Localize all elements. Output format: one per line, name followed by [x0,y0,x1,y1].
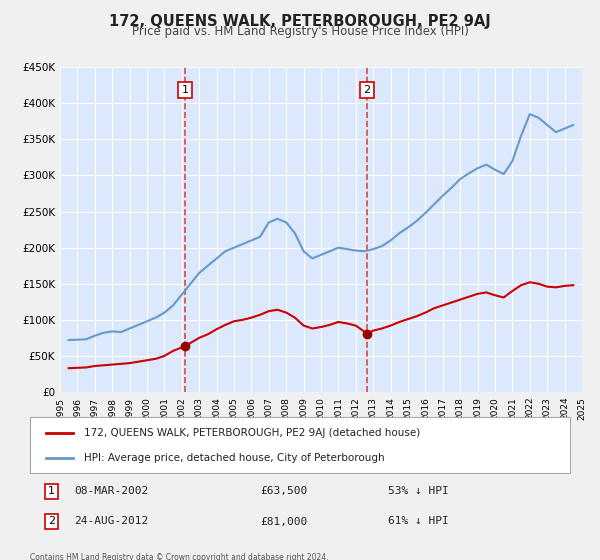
Text: 08-MAR-2002: 08-MAR-2002 [74,487,148,496]
Text: 172, QUEENS WALK, PETERBOROUGH, PE2 9AJ: 172, QUEENS WALK, PETERBOROUGH, PE2 9AJ [109,14,491,29]
Text: 2: 2 [364,85,371,95]
Text: Contains HM Land Registry data © Crown copyright and database right 2024.
This d: Contains HM Land Registry data © Crown c… [30,553,329,560]
Text: 1: 1 [48,487,55,496]
Text: Price paid vs. HM Land Registry's House Price Index (HPI): Price paid vs. HM Land Registry's House … [131,25,469,38]
Text: 24-AUG-2012: 24-AUG-2012 [74,516,148,526]
Text: 2: 2 [48,516,55,526]
Text: 1: 1 [182,85,188,95]
Text: 53% ↓ HPI: 53% ↓ HPI [388,487,449,496]
Text: £81,000: £81,000 [260,516,307,526]
Text: £63,500: £63,500 [260,487,307,496]
Text: 172, QUEENS WALK, PETERBOROUGH, PE2 9AJ (detached house): 172, QUEENS WALK, PETERBOROUGH, PE2 9AJ … [84,428,420,438]
Text: HPI: Average price, detached house, City of Peterborough: HPI: Average price, detached house, City… [84,452,385,463]
Text: 61% ↓ HPI: 61% ↓ HPI [388,516,449,526]
